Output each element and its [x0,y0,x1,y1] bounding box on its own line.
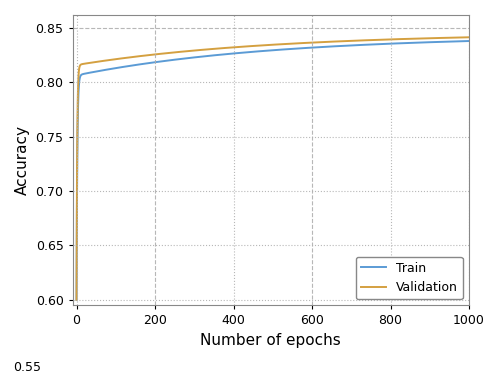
Validation [74,297,80,302]
Train [420,40,426,45]
Validation [466,35,472,40]
Validation [394,37,400,42]
Train [98,68,103,73]
Validation [98,59,103,64]
Validation [153,52,159,57]
Validation [380,37,386,42]
Train [380,42,386,46]
Line: Validation: Validation [76,37,469,300]
Validation [420,36,426,41]
X-axis label: Number of epochs: Number of epochs [200,333,341,348]
Train [447,39,453,44]
Train [153,60,159,64]
Legend: Train, Validation: Train, Validation [356,257,463,299]
Train [74,297,80,302]
Text: 0.55: 0.55 [14,361,42,374]
Line: Train: Train [76,41,469,300]
Validation [447,36,453,40]
Train [394,41,400,46]
Train [466,39,472,43]
Y-axis label: Accuracy: Accuracy [15,125,30,195]
